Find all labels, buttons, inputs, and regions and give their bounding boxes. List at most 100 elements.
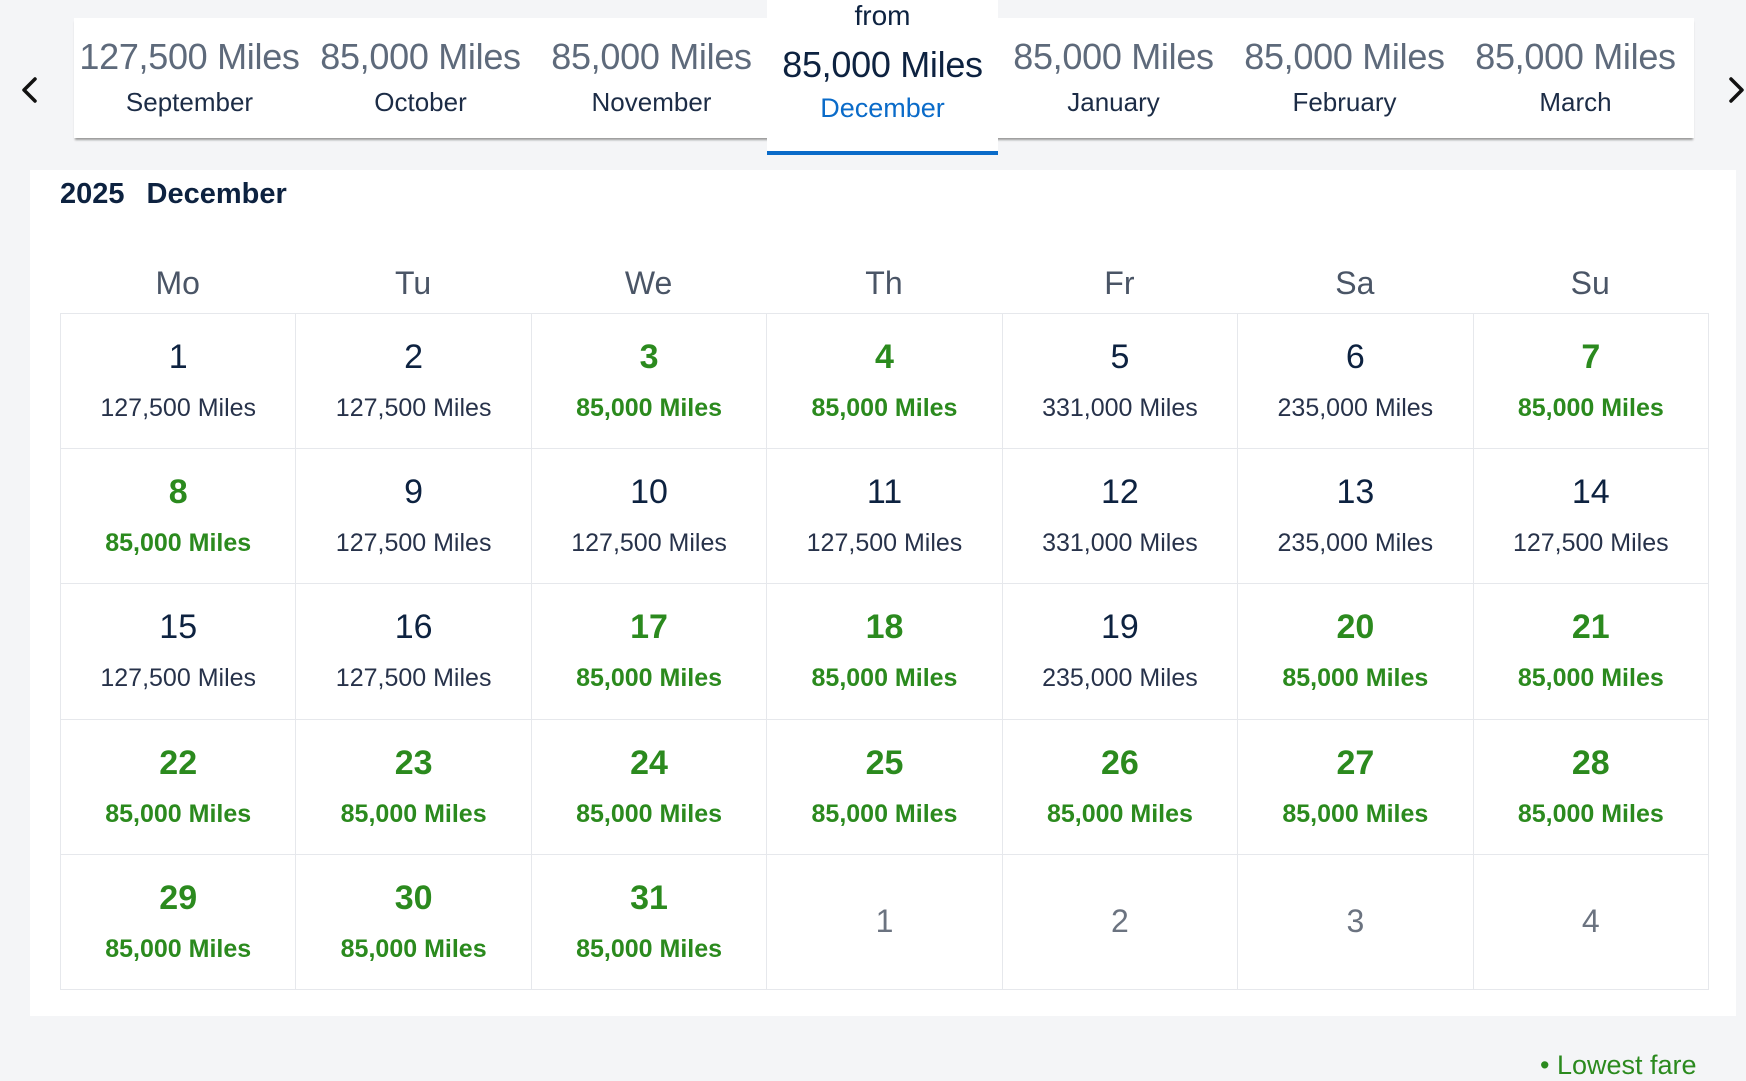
day-cell[interactable]: 16 127,500 Miles: [296, 584, 531, 719]
day-cell[interactable]: 4 85,000 Miles: [767, 314, 1002, 449]
day-cell[interactable]: 24 85,000 Miles: [532, 720, 767, 855]
day-price: 85,000 Miles: [296, 800, 530, 829]
day-cell[interactable]: 5 331,000 Miles: [1003, 314, 1238, 449]
day-number: 15: [61, 608, 295, 647]
calendar-year: 2025: [60, 178, 125, 210]
day-cell[interactable]: 19 235,000 Miles: [1003, 584, 1238, 719]
day-number: 11: [767, 473, 1001, 512]
calendar-heading: 2025 December: [60, 178, 309, 211]
day-number: 4: [767, 338, 1001, 377]
day-number: 14: [1474, 473, 1708, 512]
day-number: 5: [1003, 338, 1237, 377]
day-price: 127,500 Miles: [296, 529, 530, 558]
day-cell[interactable]: 31 85,000 Miles: [532, 855, 767, 990]
day-number: 2: [1003, 903, 1237, 940]
day-cell[interactable]: 12 331,000 Miles: [1003, 449, 1238, 584]
month-tab-miles: 85,000 Miles: [1229, 36, 1460, 78]
calendar-panel: 2025 December Mo Tu We Th Fr Sa Su 1 127,500 Mil…: [30, 170, 1736, 1016]
day-number: 9: [296, 473, 530, 512]
next-month-day-cell: 2: [1003, 855, 1238, 990]
day-cell[interactable]: 6 235,000 Miles: [1238, 314, 1473, 449]
day-cell[interactable]: 25 85,000 Miles: [767, 720, 1002, 855]
day-price: 85,000 Miles: [1003, 800, 1237, 829]
day-number: 17: [532, 608, 766, 647]
day-cell[interactable]: 18 85,000 Miles: [767, 584, 1002, 719]
day-number: 30: [296, 879, 530, 918]
day-cell[interactable]: 8 85,000 Miles: [61, 449, 296, 584]
day-price: 85,000 Miles: [1238, 664, 1472, 693]
prev-months-button[interactable]: [14, 70, 44, 110]
weekday-label: We: [531, 265, 766, 305]
month-tab-march[interactable]: 85,000 Miles March: [1460, 18, 1691, 138]
day-price: 85,000 Miles: [532, 664, 766, 693]
day-price: 85,000 Miles: [532, 800, 766, 829]
month-tab-january[interactable]: 85,000 Miles January: [998, 18, 1229, 138]
month-tab-december[interactable]: from 85,000 Miles December: [767, 0, 998, 155]
weekday-header: Mo Tu We Th Fr Sa Su: [60, 265, 1708, 305]
month-tab-november[interactable]: 85,000 Miles November: [536, 18, 767, 138]
day-number: 21: [1474, 608, 1708, 647]
day-cell[interactable]: 13 235,000 Miles: [1238, 449, 1473, 584]
day-cell[interactable]: 22 85,000 Miles: [61, 720, 296, 855]
month-tab-october[interactable]: 85,000 Miles October: [305, 18, 536, 138]
day-cell[interactable]: 10 127,500 Miles: [532, 449, 767, 584]
day-number: 1: [767, 903, 1001, 940]
chevron-left-icon: [18, 75, 40, 105]
month-tab-miles: 85,000 Miles: [305, 36, 536, 78]
day-cell[interactable]: 11 127,500 Miles: [767, 449, 1002, 584]
day-price: 235,000 Miles: [1003, 664, 1237, 693]
weekday-label: Sa: [1237, 265, 1472, 305]
month-tab-miles: 85,000 Miles: [536, 36, 767, 78]
day-cell[interactable]: 21 85,000 Miles: [1474, 584, 1709, 719]
day-price: 85,000 Miles: [61, 935, 295, 964]
day-cell[interactable]: 15 127,500 Miles: [61, 584, 296, 719]
day-number: 31: [532, 879, 766, 918]
day-price: 85,000 Miles: [532, 935, 766, 964]
day-price: 127,500 Miles: [532, 529, 766, 558]
day-cell[interactable]: 30 85,000 Miles: [296, 855, 531, 990]
weekday-label: Su: [1473, 265, 1708, 305]
day-price: 85,000 Miles: [532, 394, 766, 423]
day-cell[interactable]: 2 127,500 Miles: [296, 314, 531, 449]
day-price: 127,500 Miles: [296, 394, 530, 423]
month-tab-september[interactable]: 127,500 Miles September: [74, 18, 305, 138]
day-cell[interactable]: 28 85,000 Miles: [1474, 720, 1709, 855]
day-cell[interactable]: 27 85,000 Miles: [1238, 720, 1473, 855]
day-price: 85,000 Miles: [1474, 394, 1708, 423]
month-tab-name: March: [1460, 87, 1691, 118]
day-price: 85,000 Miles: [1238, 800, 1472, 829]
day-price: 127,500 Miles: [61, 394, 295, 423]
day-number: 8: [61, 473, 295, 512]
day-price: 235,000 Miles: [1238, 394, 1472, 423]
month-tab-february[interactable]: 85,000 Miles February: [1229, 18, 1460, 138]
day-cell[interactable]: 7 85,000 Miles: [1474, 314, 1709, 449]
month-tab-miles: 85,000 Miles: [1460, 36, 1691, 78]
calendar-grid: 1 127,500 Miles 2 127,500 Miles 3 85,000 Mile…: [60, 313, 1709, 990]
lowest-fare-legend: • Lowest fare: [1540, 1050, 1697, 1081]
day-cell[interactable]: 14 127,500 Miles: [1474, 449, 1709, 584]
day-price: 85,000 Miles: [61, 800, 295, 829]
day-price: 127,500 Miles: [296, 664, 530, 693]
day-number: 7: [1474, 338, 1708, 377]
day-cell[interactable]: 9 127,500 Miles: [296, 449, 531, 584]
day-number: 6: [1238, 338, 1472, 377]
month-tab-name: October: [305, 87, 536, 118]
day-cell[interactable]: 3 85,000 Miles: [532, 314, 767, 449]
day-cell[interactable]: 29 85,000 Miles: [61, 855, 296, 990]
month-selector: 127,500 Miles September 85,000 Miles Octobe…: [74, 18, 1694, 138]
next-month-day-cell: 3: [1238, 855, 1473, 990]
day-number: 18: [767, 608, 1001, 647]
day-price: 85,000 Miles: [767, 800, 1001, 829]
day-cell[interactable]: 17 85,000 Miles: [532, 584, 767, 719]
day-cell[interactable]: 26 85,000 Miles: [1003, 720, 1238, 855]
day-cell[interactable]: 1 127,500 Miles: [61, 314, 296, 449]
day-price: 85,000 Miles: [767, 664, 1001, 693]
day-cell[interactable]: 23 85,000 Miles: [296, 720, 531, 855]
next-months-button[interactable]: [1722, 70, 1746, 110]
day-number: 24: [532, 744, 766, 783]
day-number: 20: [1238, 608, 1472, 647]
day-number: 22: [61, 744, 295, 783]
day-cell[interactable]: 20 85,000 Miles: [1238, 584, 1473, 719]
month-tab-name: February: [1229, 87, 1460, 118]
day-price: 127,500 Miles: [767, 529, 1001, 558]
